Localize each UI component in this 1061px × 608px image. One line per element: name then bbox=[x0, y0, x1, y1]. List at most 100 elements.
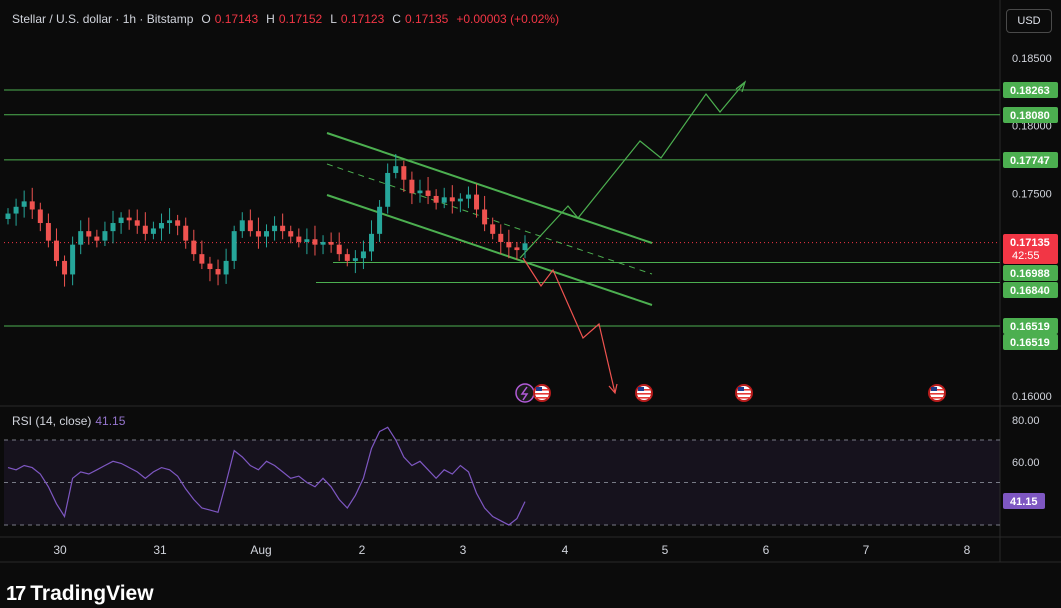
candle-body bbox=[183, 225, 189, 241]
us-flag-stripe bbox=[535, 397, 549, 399]
candle-body bbox=[102, 231, 108, 241]
us-flag-stripe bbox=[637, 393, 651, 395]
candle-body bbox=[465, 194, 471, 199]
level-tag: 0.17747 bbox=[1003, 152, 1058, 168]
candle-body bbox=[312, 239, 318, 245]
time-axis: 30 31 Aug 2 3 4 5 6 7 8 bbox=[53, 543, 970, 557]
economic-event-3 bbox=[735, 384, 753, 402]
candle-body bbox=[385, 172, 391, 207]
price-tag-background bbox=[1003, 152, 1058, 168]
candle-body bbox=[167, 220, 173, 224]
candle-body bbox=[433, 195, 439, 203]
low-value: 0.17123 bbox=[340, 12, 385, 26]
rsi-title: RSI (14, close) bbox=[12, 414, 92, 428]
candle-body bbox=[13, 206, 19, 214]
close-value: 0.17135 bbox=[404, 12, 449, 26]
price-tag-background bbox=[1003, 265, 1058, 281]
candle-body bbox=[78, 231, 84, 245]
high-value: 0.17152 bbox=[278, 12, 323, 26]
candle-body bbox=[264, 231, 269, 237]
candle-body bbox=[425, 190, 431, 196]
bullish-arrow-head bbox=[735, 80, 747, 93]
candle-body bbox=[53, 240, 59, 261]
us-flag-stripe bbox=[535, 393, 549, 395]
price-tick-label: 0.18000 bbox=[1012, 121, 1052, 133]
candle-body bbox=[70, 244, 76, 275]
candle-body bbox=[352, 258, 358, 261]
tradingview-logo[interactable]: 17 TradingView bbox=[6, 582, 154, 606]
time-tick-label: 4 bbox=[562, 543, 569, 557]
candle-body bbox=[457, 198, 463, 202]
level-tag: 0.16840 bbox=[1003, 282, 1058, 298]
us-flag-stripe bbox=[637, 397, 651, 399]
time-tick-label: 2 bbox=[359, 543, 366, 557]
symbol-title[interactable]: Stellar / U.S. dollar · 1h · Bitstamp bbox=[12, 12, 194, 26]
candle-body bbox=[417, 190, 423, 194]
candle-body bbox=[280, 225, 286, 232]
candle-body bbox=[288, 231, 294, 237]
time-tick-label: 8 bbox=[964, 543, 971, 557]
candle-body bbox=[223, 260, 229, 275]
candle-body bbox=[5, 213, 11, 219]
price-axis: 0.18500 0.18000 0.17500 0.16000 0.18263 0.180… bbox=[1003, 53, 1058, 509]
candle-body bbox=[344, 254, 350, 261]
level-tag: 0.18263 bbox=[1003, 82, 1058, 98]
candle-body bbox=[401, 166, 407, 180]
candle-body bbox=[393, 166, 399, 173]
low-label: L bbox=[330, 12, 337, 26]
rsi-value-label: 41.15 bbox=[1010, 496, 1038, 508]
price-tag-label: 0.18263 bbox=[1010, 85, 1050, 97]
candle-body bbox=[207, 263, 213, 270]
candle-body bbox=[86, 231, 92, 237]
candle-body bbox=[110, 223, 116, 232]
time-tick-label: 7 bbox=[863, 543, 870, 557]
candle-body bbox=[231, 231, 237, 261]
close-label: C bbox=[392, 12, 401, 26]
candle-body bbox=[328, 241, 334, 245]
lightning-event bbox=[515, 383, 535, 403]
candle-body bbox=[441, 197, 447, 203]
candle-body bbox=[134, 220, 140, 226]
us-flag-canton bbox=[738, 387, 744, 391]
economic-event-2 bbox=[635, 384, 653, 402]
currency-button[interactable]: USD bbox=[1006, 9, 1052, 33]
current-price-label: 0.17135 bbox=[1010, 237, 1050, 249]
price-tag-background bbox=[1003, 282, 1058, 298]
candle-body bbox=[336, 244, 342, 255]
events-layer bbox=[515, 383, 946, 403]
candle-body bbox=[29, 201, 35, 210]
change-value: +0.00003 (+0.02%) bbox=[456, 12, 560, 26]
candle-body bbox=[45, 223, 51, 241]
candle-body bbox=[215, 269, 221, 275]
price-tag-background bbox=[1003, 318, 1058, 334]
time-tick-label: 6 bbox=[763, 543, 770, 557]
candle-body bbox=[360, 251, 366, 259]
rsi-value-tag-background bbox=[1003, 493, 1045, 509]
us-flag-stripe bbox=[930, 397, 944, 399]
bullish-projection-path bbox=[519, 81, 746, 259]
lightning-icon bbox=[515, 383, 535, 403]
candle-body bbox=[409, 179, 415, 194]
candle-body bbox=[522, 243, 528, 251]
grid-layer bbox=[0, 0, 1061, 563]
current-price-tag-background bbox=[1003, 234, 1058, 264]
levels-layer bbox=[4, 89, 1000, 327]
level-tag: 0.18080 bbox=[1003, 107, 1058, 123]
candle-body bbox=[369, 233, 375, 252]
candle-body bbox=[158, 223, 164, 229]
candle-body bbox=[150, 228, 156, 234]
candle-body bbox=[126, 217, 132, 221]
rsi-legend[interactable]: RSI (14, close) 41.15 bbox=[12, 414, 125, 428]
price-tag-background bbox=[1003, 107, 1058, 123]
price-tag-label: 0.16988 bbox=[1010, 268, 1050, 280]
candle-body bbox=[118, 217, 124, 224]
candle-body bbox=[199, 254, 205, 264]
price-tick-label: 0.17500 bbox=[1012, 188, 1052, 200]
candle-body bbox=[320, 241, 326, 245]
price-tag-label: 0.17747 bbox=[1010, 155, 1050, 167]
candle-body bbox=[62, 260, 68, 275]
candle-body bbox=[142, 225, 148, 234]
us-flag-canton bbox=[931, 387, 937, 391]
